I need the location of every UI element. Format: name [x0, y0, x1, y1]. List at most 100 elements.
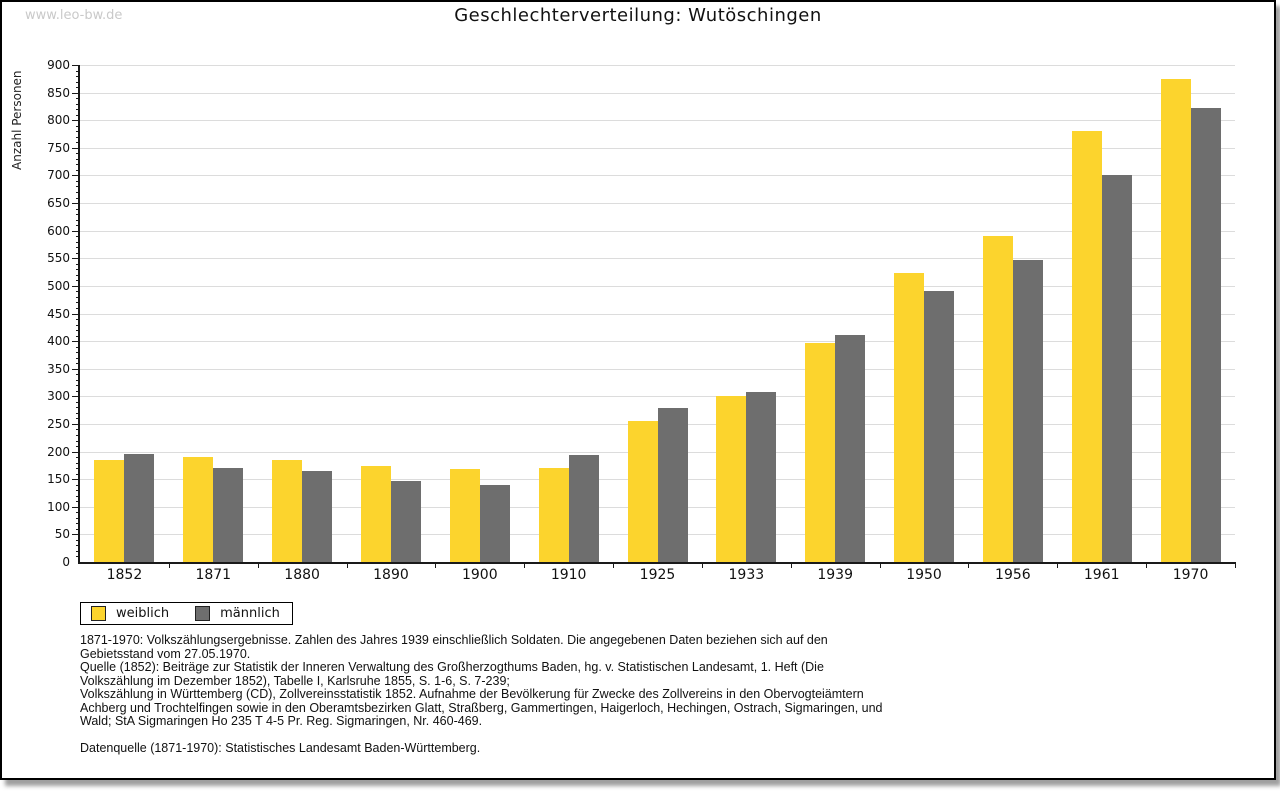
y-tick: [72, 506, 80, 508]
legend-label: weiblich: [116, 606, 170, 621]
y-tick-label: 900: [47, 58, 70, 72]
y-tick: [72, 258, 80, 260]
y-tick: [72, 313, 80, 315]
bar-weiblich-1852: [94, 459, 125, 562]
x-tick-label: 1910: [550, 567, 587, 583]
y-tick: [72, 175, 80, 177]
bar-weiblich-1933: [716, 396, 747, 562]
footnote-line: Quelle (1852): Beiträge zur Statistik de…: [80, 660, 824, 688]
x-tick-label: 1933: [728, 567, 765, 583]
y-tick-label: 600: [47, 223, 70, 238]
bar-männlich-1939: [835, 335, 866, 562]
y-tick-label: 500: [47, 278, 70, 293]
x-tick-label: 1925: [639, 567, 676, 583]
bar-männlich-1933: [746, 392, 777, 562]
x-tick-label: 1871: [195, 567, 232, 583]
x-tick-label: 1939: [817, 567, 853, 583]
x-tick: [613, 562, 615, 568]
bar-männlich-1961: [1101, 175, 1132, 562]
y-gridline: [80, 258, 1235, 260]
y-gridline: [80, 175, 1235, 177]
y-tick: [72, 396, 80, 398]
y-gridline: [80, 147, 1235, 149]
y-gridline: [80, 92, 1235, 94]
y-tick-label: 550: [47, 251, 70, 266]
bar-männlich-1852: [124, 454, 155, 562]
y-tick: [72, 285, 80, 287]
y-tick-label: 450: [47, 306, 70, 321]
bar-männlich-1900: [479, 485, 510, 562]
footnote-line: 1871-1970: Volkszählungsergebnisse. Zahl…: [80, 633, 828, 661]
x-tick: [1235, 562, 1236, 568]
y-gridline: [80, 341, 1235, 343]
bar-weiblich-1970: [1160, 78, 1191, 562]
bar-weiblich-1871: [183, 457, 214, 562]
x-tick: [346, 562, 348, 568]
bar-weiblich-1950: [894, 273, 925, 562]
y-tick-label: 0: [62, 555, 70, 569]
x-tick: [701, 562, 703, 568]
y-gridline: [80, 203, 1235, 205]
legend-item-maennlich: männlich: [195, 606, 280, 621]
y-tick-label: 300: [47, 389, 70, 404]
y-axis-line: [78, 65, 80, 564]
bar-weiblich-1890: [360, 465, 391, 562]
x-tick-label: 1956: [995, 567, 1031, 583]
y-gridline: [80, 120, 1235, 122]
x-tick-label: 1950: [906, 567, 942, 583]
maennlich-swatch-icon: [195, 606, 211, 621]
bar-männlich-1910: [568, 455, 599, 562]
y-tick-label: 350: [47, 361, 70, 376]
bar-weiblich-1880: [272, 459, 303, 562]
legend: weiblich männlich: [80, 602, 293, 625]
y-gridline: [80, 368, 1235, 370]
y-tick: [72, 451, 80, 453]
x-tick: [879, 562, 881, 568]
bar-männlich-1890: [390, 481, 421, 562]
x-tick: [1057, 562, 1059, 568]
x-tick-label: 1961: [1083, 567, 1120, 583]
bar-männlich-1950: [924, 291, 955, 562]
y-tick-label: 100: [47, 499, 70, 514]
x-tick: [1146, 562, 1148, 568]
y-tick: [72, 534, 80, 536]
bar-männlich-1871: [213, 467, 244, 562]
y-tick-label: 150: [47, 472, 70, 487]
y-tick: [72, 147, 80, 149]
bar-männlich-1970: [1190, 108, 1221, 562]
footnote-line: Datenquelle (1871-1970): Statistisches L…: [80, 740, 481, 755]
bar-weiblich-1956: [982, 236, 1013, 562]
y-tick: [72, 341, 80, 343]
footnotes: 1871-1970: Volkszählungsergebnisse. Zahl…: [80, 633, 900, 755]
bar-weiblich-1961: [1071, 130, 1102, 562]
x-axis-line: [78, 562, 1235, 564]
bar-männlich-1925: [657, 407, 688, 562]
x-tick: [257, 562, 259, 568]
y-tick-label: 400: [47, 334, 70, 349]
y-tick-label: 50: [54, 527, 70, 542]
x-tick-label: 1890: [373, 567, 409, 583]
y-tick: [72, 120, 80, 122]
weiblich-swatch-icon: [91, 606, 106, 621]
y-gridline: [80, 285, 1235, 287]
y-gridline: [80, 230, 1235, 232]
x-tick: [435, 562, 437, 568]
x-tick-label: 1970: [1172, 567, 1209, 583]
footnote-line: Volkszählung in Württemberg (CD), Zollve…: [80, 687, 883, 728]
bar-weiblich-1925: [627, 421, 658, 562]
y-tick-label: 800: [47, 113, 70, 128]
x-tick-label: 1880: [284, 567, 320, 583]
y-gridline: [80, 396, 1235, 398]
x-tick: [968, 562, 970, 568]
y-tick-label: 700: [47, 168, 70, 183]
y-tick-label: 850: [47, 85, 70, 100]
y-tick-label: 750: [47, 140, 70, 155]
y-tick: [72, 203, 80, 205]
x-tick-label: 1900: [461, 567, 498, 583]
chart-title: Geschlechterverteilung: Wutöschingen: [454, 5, 822, 26]
y-tick: [72, 368, 80, 370]
x-tick: [790, 562, 792, 568]
y-tick: [72, 65, 80, 66]
y-tick: [72, 479, 80, 481]
